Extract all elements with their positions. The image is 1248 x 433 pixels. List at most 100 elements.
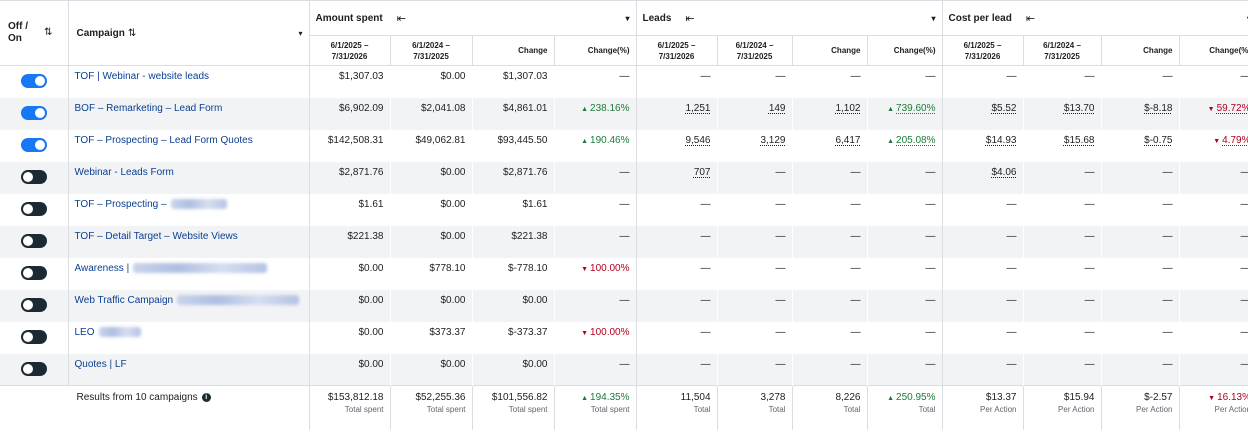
- sort-icon[interactable]: ⇅: [44, 27, 53, 38]
- campaign-name-link[interactable]: Webinar - Leads Form: [74, 166, 174, 178]
- total-label: Per Action: [1214, 405, 1248, 414]
- campaign-name-link[interactable]: LEO: [74, 326, 95, 338]
- subheader-current-period[interactable]: 6/1/2025 –7/31/2026: [942, 35, 1024, 66]
- metric-value: $0.00: [522, 358, 548, 370]
- subheader-change-percent[interactable]: Change(%): [1179, 35, 1248, 66]
- metric-value[interactable]: 149: [768, 102, 786, 114]
- total-label: Per Action: [980, 405, 1017, 414]
- metric-value[interactable]: 1,251: [685, 102, 711, 114]
- metric-value: —: [700, 198, 711, 210]
- metric-cell: $0.00: [309, 257, 391, 290]
- campaign-toggle[interactable]: [20, 137, 47, 152]
- metric-value[interactable]: 6,417: [835, 134, 861, 146]
- metric-cell: —: [1023, 193, 1102, 226]
- metric-value: —: [700, 326, 711, 338]
- results-summary-label: Results from 10 campaigns: [76, 392, 198, 403]
- collapse-column-icon[interactable]: ⇤: [685, 12, 695, 25]
- table-row: BOF – Remarketing – Lead Form $6,902.09 $2…: [0, 97, 1248, 130]
- subheader-change[interactable]: Change: [1101, 35, 1180, 66]
- metric-value[interactable]: 1,102: [835, 102, 861, 114]
- header-campaign-label: Campaign: [76, 27, 125, 39]
- toggle-cell: [0, 129, 69, 162]
- total-line: 8,226: [793, 392, 860, 403]
- metric-cell: $-0.75: [1101, 129, 1180, 162]
- collapse-column-icon[interactable]: ⇤: [1025, 12, 1036, 25]
- info-icon[interactable]: i: [201, 392, 211, 402]
- metric-value[interactable]: $-0.75: [1144, 134, 1173, 146]
- metric-cell: —: [942, 353, 1024, 386]
- chevron-down-icon[interactable]: ▾: [931, 13, 936, 23]
- toggle-knob: [22, 171, 33, 182]
- metric-value: $-778.10: [508, 262, 548, 274]
- subheader-current-period[interactable]: 6/1/2025 –7/31/2026: [309, 35, 391, 66]
- metric-value[interactable]: 205.08%: [896, 134, 936, 146]
- subheader-change-percent[interactable]: Change(%): [867, 35, 943, 66]
- metric-value[interactable]: $14.93: [985, 134, 1017, 146]
- metric-value[interactable]: $15.68: [1063, 134, 1095, 146]
- subheader-change[interactable]: Change: [472, 35, 555, 66]
- metric-value[interactable]: $13.70: [1063, 102, 1095, 114]
- total-value: 16.13%: [1217, 392, 1248, 403]
- campaign-toggle[interactable]: [20, 233, 47, 248]
- group-label: Leads: [642, 12, 672, 24]
- header-campaign[interactable]: Campaign ⇅ ▾: [68, 0, 310, 66]
- sort-icon[interactable]: ⇅: [127, 27, 137, 39]
- metric-value[interactable]: 707: [693, 166, 711, 178]
- metric-cell: $2,041.08: [390, 97, 473, 130]
- trend-up-icon: ▲: [581, 105, 589, 113]
- metric-value[interactable]: $-8.18: [1144, 102, 1173, 114]
- campaign-toggle[interactable]: [20, 201, 47, 216]
- campaign-toggle[interactable]: [20, 329, 47, 344]
- header-off-on[interactable]: Off / On ⇅: [0, 0, 69, 66]
- metric-cell: —: [1101, 161, 1180, 194]
- subheader-previous-period[interactable]: 6/1/2024 –7/31/2025: [390, 35, 473, 66]
- metric-value[interactable]: 9,546: [685, 134, 711, 146]
- metric-cell: ▼ 100.00%: [554, 321, 637, 354]
- metric-value[interactable]: 4.79%: [1222, 134, 1248, 146]
- metric-value: $4,861.01: [503, 102, 548, 114]
- campaign-cell: TOF – Prospecting –: [68, 193, 310, 226]
- metric-value[interactable]: 59.72%: [1216, 102, 1248, 114]
- metric-value[interactable]: $5.52: [991, 102, 1017, 114]
- total-value: $153,812.18: [327, 392, 384, 403]
- campaign-toggle[interactable]: [20, 105, 47, 120]
- subheader-text: 6/1/2025 –: [330, 40, 369, 50]
- chevron-down-icon[interactable]: ▾: [625, 13, 630, 23]
- total-value: $13.37: [985, 392, 1017, 403]
- toggle-knob: [34, 139, 45, 150]
- redacted-text: [98, 326, 141, 337]
- chevron-down-icon[interactable]: ▾: [298, 28, 303, 38]
- subheader-previous-period[interactable]: 6/1/2024 –7/31/2025: [717, 35, 793, 66]
- campaign-name-link[interactable]: Awareness |: [74, 262, 130, 274]
- campaign-name-link[interactable]: Quotes | LF: [74, 358, 127, 370]
- metric-cell: —: [636, 353, 718, 386]
- campaign-toggle[interactable]: [20, 74, 47, 88]
- redacted-text: [133, 262, 268, 273]
- campaign-toggle[interactable]: [20, 361, 47, 376]
- metric-value: —: [850, 358, 861, 370]
- metric-value: —: [850, 262, 861, 274]
- metric-value[interactable]: $4.06: [991, 166, 1017, 178]
- campaign-name-link[interactable]: TOF – Detail Target – Website Views: [74, 230, 238, 242]
- subheader-change[interactable]: Change: [792, 35, 868, 66]
- metric-value[interactable]: 3,129: [760, 134, 786, 146]
- metric-value: —: [1006, 71, 1017, 82]
- campaign-name-link[interactable]: TOF | Webinar - website leads: [74, 71, 210, 82]
- campaign-cell: Quotes | LF: [68, 353, 310, 386]
- metric-value: $0.00: [358, 358, 384, 370]
- subheader-current-period[interactable]: 6/1/2025 –7/31/2026: [636, 35, 718, 66]
- collapse-column-icon[interactable]: ⇤: [396, 12, 406, 25]
- campaign-toggle[interactable]: [20, 297, 47, 312]
- total-value: $52,255.36: [415, 392, 466, 403]
- campaign-name-link[interactable]: TOF – Prospecting –: [74, 198, 167, 210]
- campaign-toggle[interactable]: [20, 169, 47, 184]
- campaign-name-link[interactable]: BOF – Remarketing – Lead Form: [74, 102, 223, 114]
- table-row: Quotes | LF $0.00 $0.00 $0.00 — — — — — — — — —: [0, 353, 1248, 386]
- subheader-change-percent[interactable]: Change(%): [554, 35, 637, 66]
- total-line: ▼ 16.13%: [1180, 392, 1248, 403]
- metric-value[interactable]: 739.60%: [896, 102, 936, 114]
- subheader-previous-period[interactable]: 6/1/2024 –7/31/2025: [1023, 35, 1102, 66]
- campaign-toggle[interactable]: [20, 265, 47, 280]
- campaign-name-link[interactable]: Web Traffic Campaign: [74, 294, 174, 306]
- campaign-name-link[interactable]: TOF – Prospecting – Lead Form Quotes: [74, 134, 253, 146]
